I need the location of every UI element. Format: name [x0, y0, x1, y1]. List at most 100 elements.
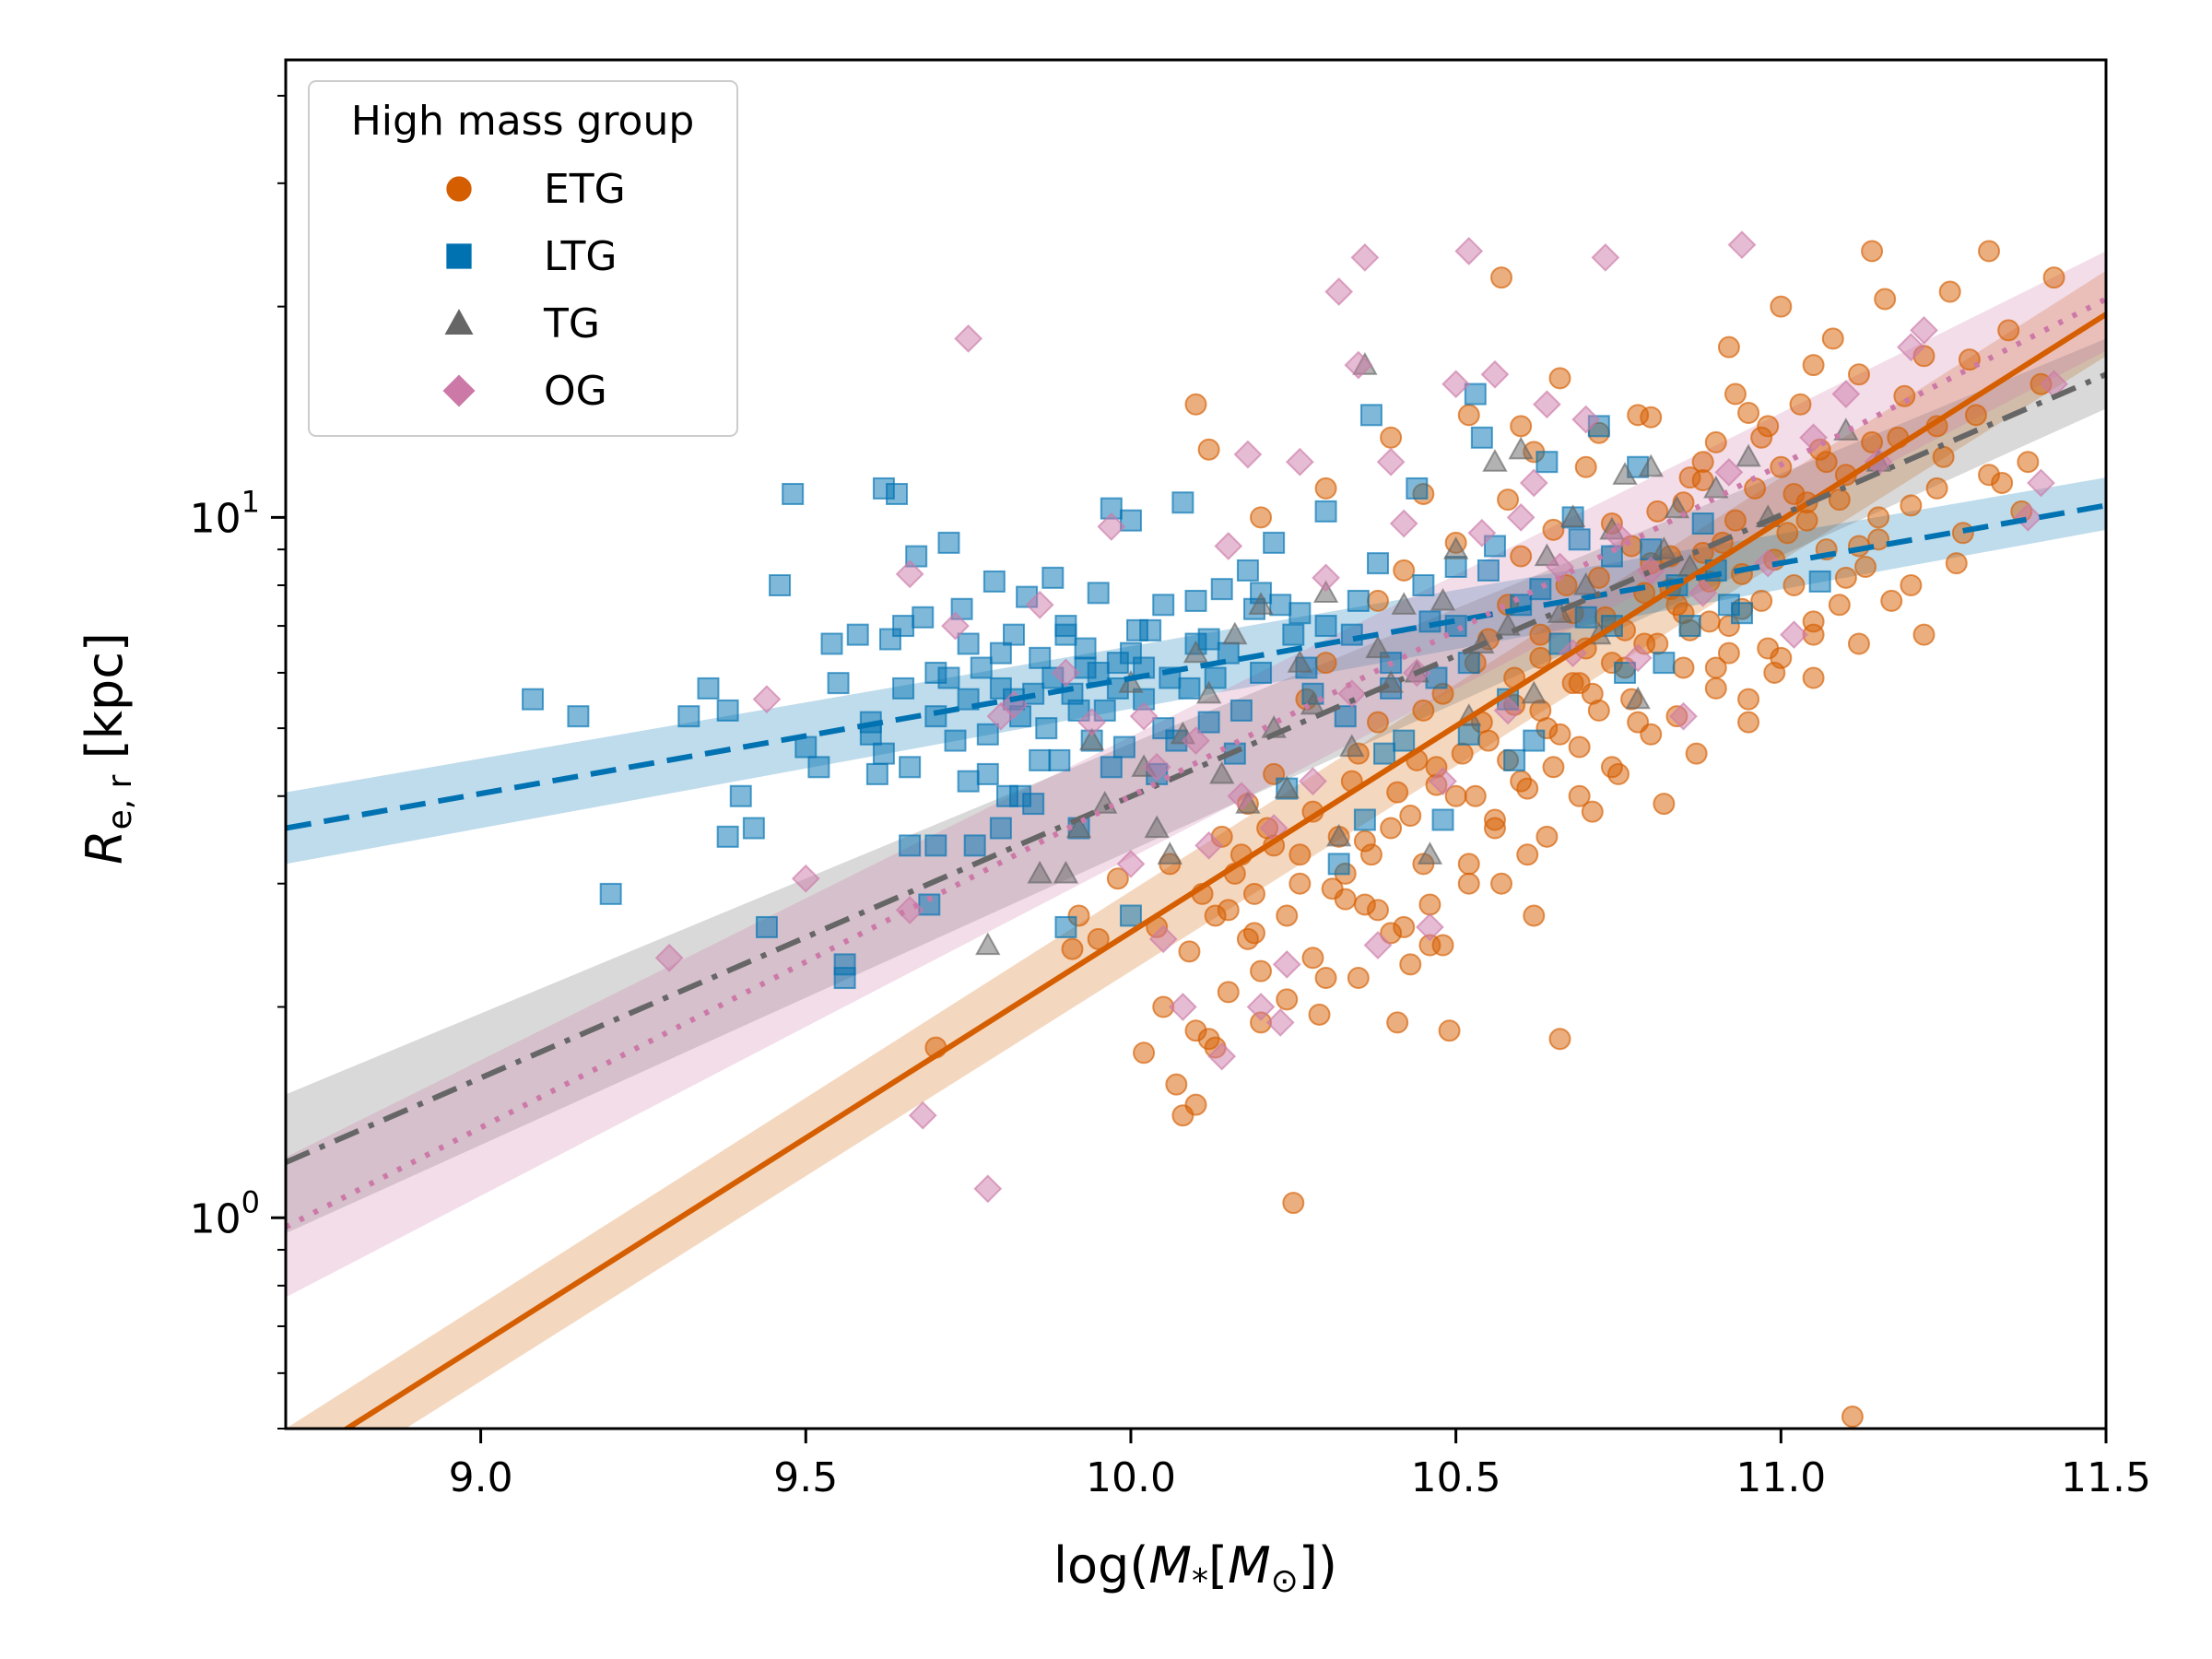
point-og	[1337, 679, 1367, 709]
point-ltg	[567, 705, 590, 728]
point-ltg	[1074, 656, 1097, 679]
point-etg	[1380, 922, 1403, 945]
point-etg	[1061, 937, 1084, 960]
point-ltg	[1470, 426, 1493, 449]
point-og	[973, 1174, 1003, 1204]
x-axis: 9.0 9.5 10.0 10.5 11.0 11.5	[449, 1429, 2151, 1501]
point-ltg	[1197, 711, 1220, 734]
legend-label: ETG	[544, 166, 626, 213]
point-og	[1097, 512, 1126, 541]
point-etg	[1737, 401, 1760, 424]
point-etg	[1665, 594, 1688, 617]
point-tg	[1417, 841, 1443, 865]
point-etg	[1418, 893, 1441, 916]
point-ltg	[1074, 637, 1097, 660]
x-tick-label: 11.5	[2061, 1454, 2151, 1501]
point-etg	[1184, 1093, 1207, 1116]
point-etg	[1308, 1003, 1331, 1026]
x-axis-title: log(M*[M⊙])	[1053, 1536, 1337, 1600]
point-etg	[1783, 574, 1806, 597]
y-tick-label: 100	[190, 1184, 260, 1242]
point-ltg	[957, 770, 980, 793]
point-etg	[1802, 610, 1825, 633]
point-og	[1116, 849, 1146, 878]
point-tg	[1209, 760, 1235, 784]
point-ltg	[1393, 729, 1416, 752]
point-ltg	[1263, 531, 1286, 554]
point-etg	[1568, 784, 1591, 807]
point-ltg	[944, 729, 967, 752]
point-etg	[1516, 777, 1539, 800]
point-etg	[1250, 506, 1273, 529]
point-etg	[1431, 934, 1454, 957]
point-etg	[1490, 266, 1513, 289]
point-ltg	[1087, 582, 1110, 605]
point-og	[908, 1100, 937, 1130]
point-etg	[1640, 406, 1663, 429]
legend-entry-etg: ETG	[446, 166, 626, 213]
point-ltg	[872, 742, 895, 765]
point-etg	[1698, 610, 1721, 633]
point-og	[1831, 380, 1861, 408]
point-tg	[1430, 587, 1456, 611]
point-etg	[1555, 574, 1578, 597]
point-og	[1233, 440, 1263, 469]
point-og	[895, 559, 924, 589]
point-etg	[1783, 482, 1806, 505]
x-axis-title-sun: ⊙	[1271, 1562, 1299, 1600]
point-tg	[1222, 621, 1248, 645]
point-etg	[1380, 817, 1403, 840]
point-etg	[1314, 477, 1337, 500]
point-etg	[1367, 589, 1389, 612]
point-ltg	[807, 756, 830, 779]
point-ltg	[1574, 606, 1597, 629]
x-tick-label: 9.5	[773, 1454, 838, 1501]
point-etg	[1353, 830, 1376, 853]
point-etg	[1821, 327, 1844, 350]
legend-title: High mass group	[351, 98, 695, 145]
point-etg	[1457, 872, 1480, 895]
point-og	[1493, 696, 1523, 725]
point-og	[1532, 390, 1561, 419]
point-og	[2027, 468, 2055, 498]
point-og	[2013, 502, 2042, 532]
point-etg	[1925, 477, 1948, 500]
point-ltg	[1464, 382, 1487, 406]
point-etg	[1841, 1406, 1864, 1429]
point-ltg	[1327, 853, 1350, 876]
point-etg	[1581, 800, 1604, 823]
point-etg	[1510, 545, 1533, 568]
point-tg	[1547, 600, 1573, 623]
y-axis-title-sub: e, r	[101, 774, 139, 830]
point-og	[1753, 548, 1783, 578]
point-ltg	[1197, 628, 1220, 651]
point-og	[1416, 912, 1444, 942]
point-tg	[1442, 536, 1469, 559]
point-etg	[1184, 393, 1207, 416]
point-ltg	[892, 615, 915, 638]
point-etg	[1704, 677, 1727, 700]
point-ltg	[1568, 528, 1591, 551]
point-etg	[1242, 922, 1265, 945]
point-etg	[1770, 295, 1793, 318]
point-ltg	[1067, 699, 1090, 722]
x-tick-label: 10.5	[1411, 1454, 1501, 1501]
point-ltg	[755, 915, 778, 938]
fit-lines	[286, 296, 2106, 1429]
point-ltg	[1523, 729, 1546, 752]
point-tg	[1703, 475, 1729, 499]
point-etg	[1964, 404, 1987, 427]
point-ltg	[1282, 623, 1305, 646]
point-ltg	[1119, 509, 1142, 532]
point-etg	[1165, 1073, 1188, 1096]
point-og	[1350, 242, 1380, 272]
point-tg	[1391, 592, 1417, 615]
point-ltg	[1808, 570, 1831, 593]
point-etg	[1548, 367, 1571, 390]
x-tick-label: 9.0	[449, 1454, 513, 1501]
point-ltg	[1178, 677, 1201, 700]
point-ltg	[1048, 748, 1071, 771]
point-og	[941, 611, 970, 641]
point-ltg	[1334, 705, 1357, 728]
